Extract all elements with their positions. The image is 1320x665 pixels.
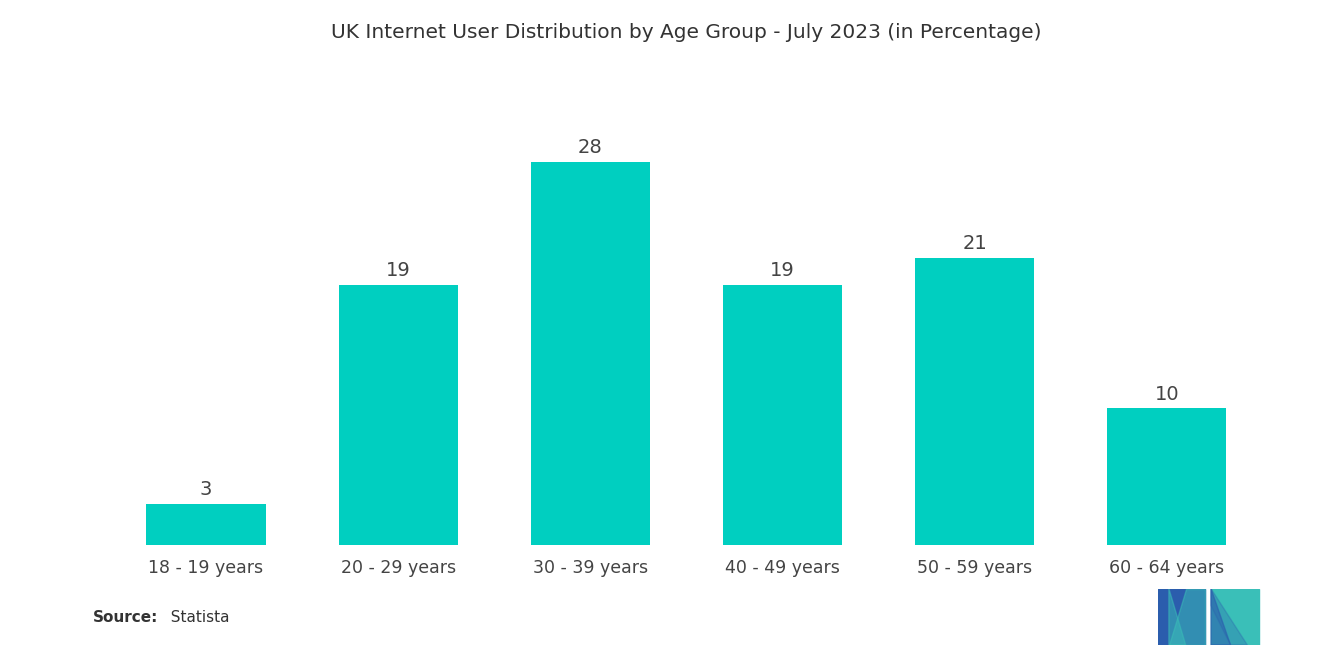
Bar bbox=[1107, 408, 1226, 545]
Text: 10: 10 bbox=[1155, 384, 1179, 404]
Polygon shape bbox=[1210, 589, 1247, 645]
Text: 21: 21 bbox=[962, 234, 987, 253]
Text: 28: 28 bbox=[578, 138, 603, 157]
Polygon shape bbox=[1210, 589, 1258, 645]
Text: 19: 19 bbox=[385, 261, 411, 281]
Text: 3: 3 bbox=[199, 480, 213, 499]
Polygon shape bbox=[1170, 589, 1205, 645]
Bar bbox=[723, 285, 842, 545]
Bar bbox=[915, 258, 1035, 545]
Text: 19: 19 bbox=[770, 261, 795, 281]
Text: Statista: Statista bbox=[161, 610, 230, 625]
Title: UK Internet User Distribution by Age Group - July 2023 (in Percentage): UK Internet User Distribution by Age Gro… bbox=[331, 23, 1041, 42]
Polygon shape bbox=[1170, 589, 1185, 645]
Bar bbox=[147, 504, 265, 545]
Polygon shape bbox=[1158, 589, 1205, 645]
Bar bbox=[338, 285, 458, 545]
Polygon shape bbox=[1210, 589, 1230, 645]
Bar bbox=[531, 162, 649, 545]
Text: Source:: Source: bbox=[92, 610, 158, 625]
